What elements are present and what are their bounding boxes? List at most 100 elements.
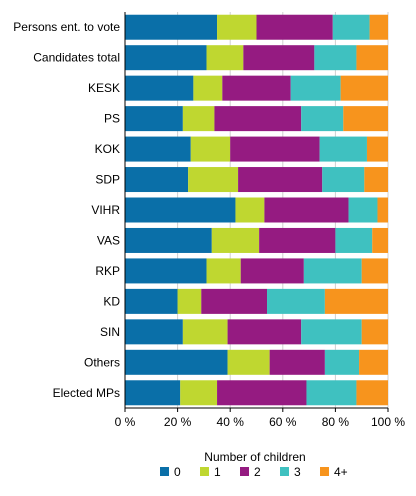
axes: Persons ent. to vote Candidates total KESK… [13, 12, 405, 429]
bar-5-series-0 [125, 136, 191, 162]
bar-12-series-0 [125, 349, 228, 375]
category-label: SDP [95, 173, 120, 187]
category-label: KD [103, 294, 120, 308]
bar-4-series-4plus [343, 106, 388, 132]
legend-swatch-3 [280, 467, 289, 476]
bar-1-series-2 [256, 14, 333, 40]
category-label: VAS [97, 233, 120, 247]
bar-5-series-2 [230, 136, 320, 162]
bar-3-series-0 [125, 75, 194, 101]
bar-11-series-0 [125, 319, 183, 345]
bar-13-series-0 [125, 380, 181, 406]
bar-5-series-3 [319, 136, 367, 162]
bar-11-series-1 [182, 319, 228, 345]
bar-3-series-2 [222, 75, 291, 101]
bar-6-series-2 [238, 167, 323, 193]
category-label: Elected MPs [53, 386, 120, 400]
x-tick-label: 80 % [322, 415, 350, 429]
bar-1-series-1 [217, 14, 257, 40]
category-label: Persons ent. to vote [13, 20, 120, 34]
bar-9-series-1 [206, 258, 241, 284]
category-label: Others [84, 355, 120, 369]
category-label: Candidates total [33, 51, 120, 65]
legend-title: Number of children [204, 450, 305, 464]
category-label: KESK [88, 81, 120, 95]
bar-7-series-1 [235, 197, 265, 223]
bar-10-series-0 [125, 288, 178, 314]
bar-4-series-1 [182, 106, 215, 132]
category-label: KOK [95, 142, 120, 156]
bar-1-series-4plus [369, 14, 388, 40]
category-label: RKP [95, 264, 120, 278]
x-tick-label: 40 % [217, 415, 245, 429]
bar-11-series-4plus [361, 319, 388, 345]
bar-13-series-3 [306, 380, 357, 406]
bars [125, 14, 388, 406]
bar-2-series-3 [314, 45, 357, 71]
legend-swatch-1 [200, 467, 209, 476]
legend: Number of children 0 1 2 3 4+ [160, 450, 348, 479]
bar-9-series-4plus [361, 258, 388, 284]
bar-13-series-2 [217, 380, 307, 406]
bar-8-series-2 [259, 227, 336, 253]
bar-2-series-0 [125, 45, 207, 71]
bar-12-series-1 [227, 349, 270, 375]
x-tick-label: 100 % [371, 415, 405, 429]
legend-label: 1 [214, 465, 221, 479]
legend-swatch-0 [160, 467, 169, 476]
bar-6-series-3 [322, 167, 365, 193]
bar-8-series-3 [335, 227, 373, 253]
bar-2-series-4plus [356, 45, 388, 71]
bar-2-series-1 [206, 45, 244, 71]
bar-12-series-2 [269, 349, 325, 375]
bar-3-series-3 [290, 75, 341, 101]
bar-1-series-0 [125, 14, 218, 40]
bar-10-series-3 [267, 288, 325, 314]
legend-label: 3 [294, 465, 301, 479]
bar-5-series-1 [190, 136, 231, 162]
x-tick-label: 0 % [115, 415, 136, 429]
bar-3-series-4plus [340, 75, 388, 101]
legend-label: 0 [174, 465, 181, 479]
bar-7-series-3 [348, 197, 378, 223]
bar-6-series-1 [188, 167, 239, 193]
legend-label: 2 [254, 465, 261, 479]
x-tick-label: 20 % [164, 415, 192, 429]
bar-2-series-2 [243, 45, 315, 71]
bar-11-series-2 [227, 319, 302, 345]
bar-10-series-1 [177, 288, 202, 314]
bar-4-series-3 [301, 106, 344, 132]
bar-13-series-1 [180, 380, 218, 406]
bar-8-series-0 [125, 227, 212, 253]
bar-8-series-4plus [372, 227, 388, 253]
legend-swatch-4plus [320, 467, 329, 476]
legend-swatch-2 [240, 467, 249, 476]
bar-12-series-4plus [359, 349, 388, 375]
category-label: VIHR [91, 203, 120, 217]
bar-1-series-3 [332, 14, 370, 40]
category-label: PS [104, 112, 120, 126]
bar-9-series-0 [125, 258, 207, 284]
bar-3-series-1 [193, 75, 223, 101]
bar-9-series-2 [240, 258, 304, 284]
bar-6-series-0 [125, 167, 189, 193]
bar-7-series-2 [264, 197, 349, 223]
bar-8-series-1 [211, 227, 260, 253]
bar-9-series-3 [303, 258, 362, 284]
bar-13-series-4plus [356, 380, 388, 406]
bar-5-series-4plus [366, 136, 388, 162]
bar-6-series-4plus [364, 167, 388, 193]
category-label: SIN [100, 325, 120, 339]
legend-label: 4+ [334, 465, 348, 479]
bar-7-series-4plus [377, 197, 388, 223]
bar-4-series-0 [125, 106, 183, 132]
bar-10-series-2 [201, 288, 268, 314]
bar-12-series-3 [324, 349, 360, 375]
bar-4-series-2 [214, 106, 302, 132]
bar-10-series-4plus [324, 288, 388, 314]
bar-7-series-0 [125, 197, 236, 223]
x-tick-label: 60 % [269, 415, 297, 429]
bar-11-series-3 [301, 319, 362, 345]
